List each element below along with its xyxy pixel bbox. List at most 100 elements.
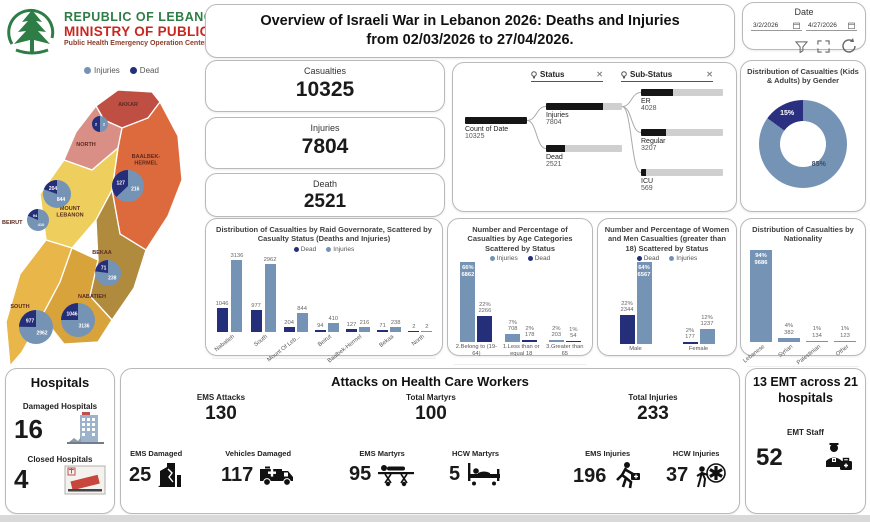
lightbulb-icon xyxy=(621,70,627,78)
bar-injuries-3[interactable] xyxy=(327,323,339,333)
map-pie-injuries-value: 2 xyxy=(103,122,106,127)
damaged-hospitals-label: Damaged Hospitals xyxy=(22,402,98,411)
legend-item[interactable]: Dead xyxy=(527,255,550,262)
ems-martyrs-stat: EMS Martyrs 95 xyxy=(349,449,415,487)
kpi-value: 2521 xyxy=(303,191,347,212)
bar-injuries-1[interactable] xyxy=(505,334,521,343)
legend-item[interactable]: Injuries xyxy=(669,255,697,262)
bar-dead-0[interactable] xyxy=(477,316,493,343)
bar-injuries-0[interactable]: 64% 6567 xyxy=(636,262,652,345)
bar-injuries-6[interactable] xyxy=(421,331,433,333)
chart-title: Number and Percentage of Women and Men C… xyxy=(604,225,730,253)
bar-dead-5[interactable] xyxy=(377,330,389,333)
hospitals-card: Hospitals Damaged Hospitals 16 Closed Ho… xyxy=(5,368,115,514)
bar-injuries-1[interactable] xyxy=(264,264,276,333)
attacks-card: Attacks on Health Care Workers EMS Attac… xyxy=(120,368,740,514)
map-pie-dead-value: 94 xyxy=(33,213,38,218)
running-medic-icon xyxy=(616,462,641,489)
chart-legend: Injuries Dead xyxy=(454,255,586,262)
tree-field-substatus[interactable]: Sub-Status ✕ xyxy=(621,70,713,82)
bar-injuries-4[interactable] xyxy=(358,327,370,333)
map-pie-dead-value: 127 xyxy=(117,180,126,186)
visual-hover-icons xyxy=(795,36,859,56)
date-slicer-label: Date xyxy=(794,7,814,17)
bar-injuries-0[interactable]: 66% 6862 xyxy=(460,262,476,343)
legend-item[interactable]: Dead xyxy=(293,246,316,253)
map-label-mount lebanon: MOUNT LEBANON xyxy=(56,206,83,219)
tree-node-icu[interactable]: ICU 569 xyxy=(641,169,723,192)
date-end-input[interactable]: 4/27/2026 xyxy=(806,21,857,31)
map-pie-injuries-value: 844 xyxy=(57,197,66,203)
bar-casualties-0[interactable]: 94% 9686 xyxy=(750,249,772,342)
tree-node-injuries[interactable]: Injuries 7804 xyxy=(546,103,622,126)
hcw-injuries-stat: HCW Injuries 37 xyxy=(666,449,727,489)
broken-building-icon xyxy=(158,463,182,487)
bar-casualties-1[interactable] xyxy=(778,337,800,342)
map-label-bekaa: BEKAA xyxy=(92,250,112,256)
tree-node-regular[interactable]: Regular 3207 xyxy=(641,129,723,152)
total-injuries-stat: Total Injuries 233 xyxy=(628,393,678,424)
ems-attacks-stat: EMS Attacks 130 xyxy=(196,393,246,424)
bar-dead-1[interactable] xyxy=(682,342,698,345)
bar-dead-3[interactable] xyxy=(314,330,326,333)
tree-node-dead[interactable]: Dead 2521 xyxy=(546,145,622,168)
bar-dead-1[interactable] xyxy=(522,340,538,343)
refresh-icon[interactable] xyxy=(839,36,859,56)
bar-dead-6[interactable] xyxy=(408,331,420,333)
bar-injuries-2[interactable] xyxy=(296,313,308,333)
remove-field-icon[interactable]: ✕ xyxy=(706,70,713,79)
bar-casualties-2[interactable] xyxy=(806,340,828,342)
legend-item[interactable]: Dead xyxy=(636,255,659,262)
report-title: Overview of Israeli War in Lebanon 2026:… xyxy=(260,13,680,48)
bar-dead-2[interactable] xyxy=(283,327,295,333)
legend-item[interactable]: Injuries xyxy=(326,246,354,253)
bar-injuries-1[interactable] xyxy=(699,329,715,345)
bar-dead-1[interactable] xyxy=(250,310,262,333)
nationality-bar-plot[interactable]: 94% 9686 Lebanese 4% 382 Syrian 1% 134 Palestini… xyxy=(743,249,859,367)
tree-field-status[interactable]: Status ✕ xyxy=(531,70,603,82)
age-bar-plot[interactable]: 66% 6862 22% 2266 2.Belong to (19-64) 7% 708 2%… xyxy=(454,262,586,366)
bar-casualties-3[interactable] xyxy=(834,340,856,342)
stretcher-icon xyxy=(378,465,415,487)
closed-hospitals-value: 4 xyxy=(14,464,29,494)
map-pie-mount lebanon[interactable]: 204 844 xyxy=(43,179,71,208)
ems-damaged-stat: EMS Damaged 25 xyxy=(129,449,183,489)
kpi-label: Casualties xyxy=(303,66,347,76)
map-label-beirut: BEIRUT xyxy=(2,220,23,226)
damaged-hospital-icon xyxy=(67,412,104,444)
gender-bar-plot[interactable]: 22% 2344 64% 6567 Male 2% 177 12% 1237 Female xyxy=(604,262,730,358)
donut-hole xyxy=(780,120,826,167)
gender-adults-chart-card: Number and Percentage of Women and Men C… xyxy=(597,218,737,358)
expand-icon[interactable] xyxy=(817,39,830,53)
bar-dead-2[interactable] xyxy=(565,341,581,343)
remove-field-icon[interactable]: ✕ xyxy=(596,70,603,79)
lightbulb-icon xyxy=(531,70,537,78)
chart-title: Distribution of Casualties (Kids & Adult… xyxy=(747,67,859,86)
bar-injuries-0[interactable] xyxy=(231,260,243,333)
governorate-bar-plot[interactable]: 1046 3136 Nabatieh 977 2962 South 204 844 Mount … xyxy=(212,253,436,365)
tree-node-root[interactable]: Count of Date 10325 xyxy=(465,117,527,140)
bar-injuries-2[interactable] xyxy=(548,340,564,343)
bar-injuries-5[interactable] xyxy=(390,327,402,333)
legend-item[interactable]: Injuries xyxy=(489,255,518,262)
kpi-value: 7804 xyxy=(301,135,349,158)
map-pie-dead-value: 204 xyxy=(49,186,58,192)
bar-dead-4[interactable] xyxy=(345,329,357,333)
damaged-hospitals-value: 16 xyxy=(14,413,43,444)
hospitals-title: Hospitals xyxy=(30,375,90,390)
tree-node-er[interactable]: ER 4028 xyxy=(641,89,723,112)
map-pie-baalbek-hermel[interactable]: 127 216 xyxy=(112,170,144,202)
bar-dead-0[interactable] xyxy=(619,315,635,345)
date-start-input[interactable]: 3/2/2026 xyxy=(751,21,802,31)
filter-funnel-icon[interactable] xyxy=(795,40,808,53)
chart-title: Distribution of Casualties by Raid Gover… xyxy=(216,225,432,244)
bar-dead-0[interactable] xyxy=(216,308,228,333)
closed-hospitals-label: Closed Hospitals xyxy=(27,455,93,464)
emt-staff-label: EMT Staff xyxy=(787,428,824,438)
